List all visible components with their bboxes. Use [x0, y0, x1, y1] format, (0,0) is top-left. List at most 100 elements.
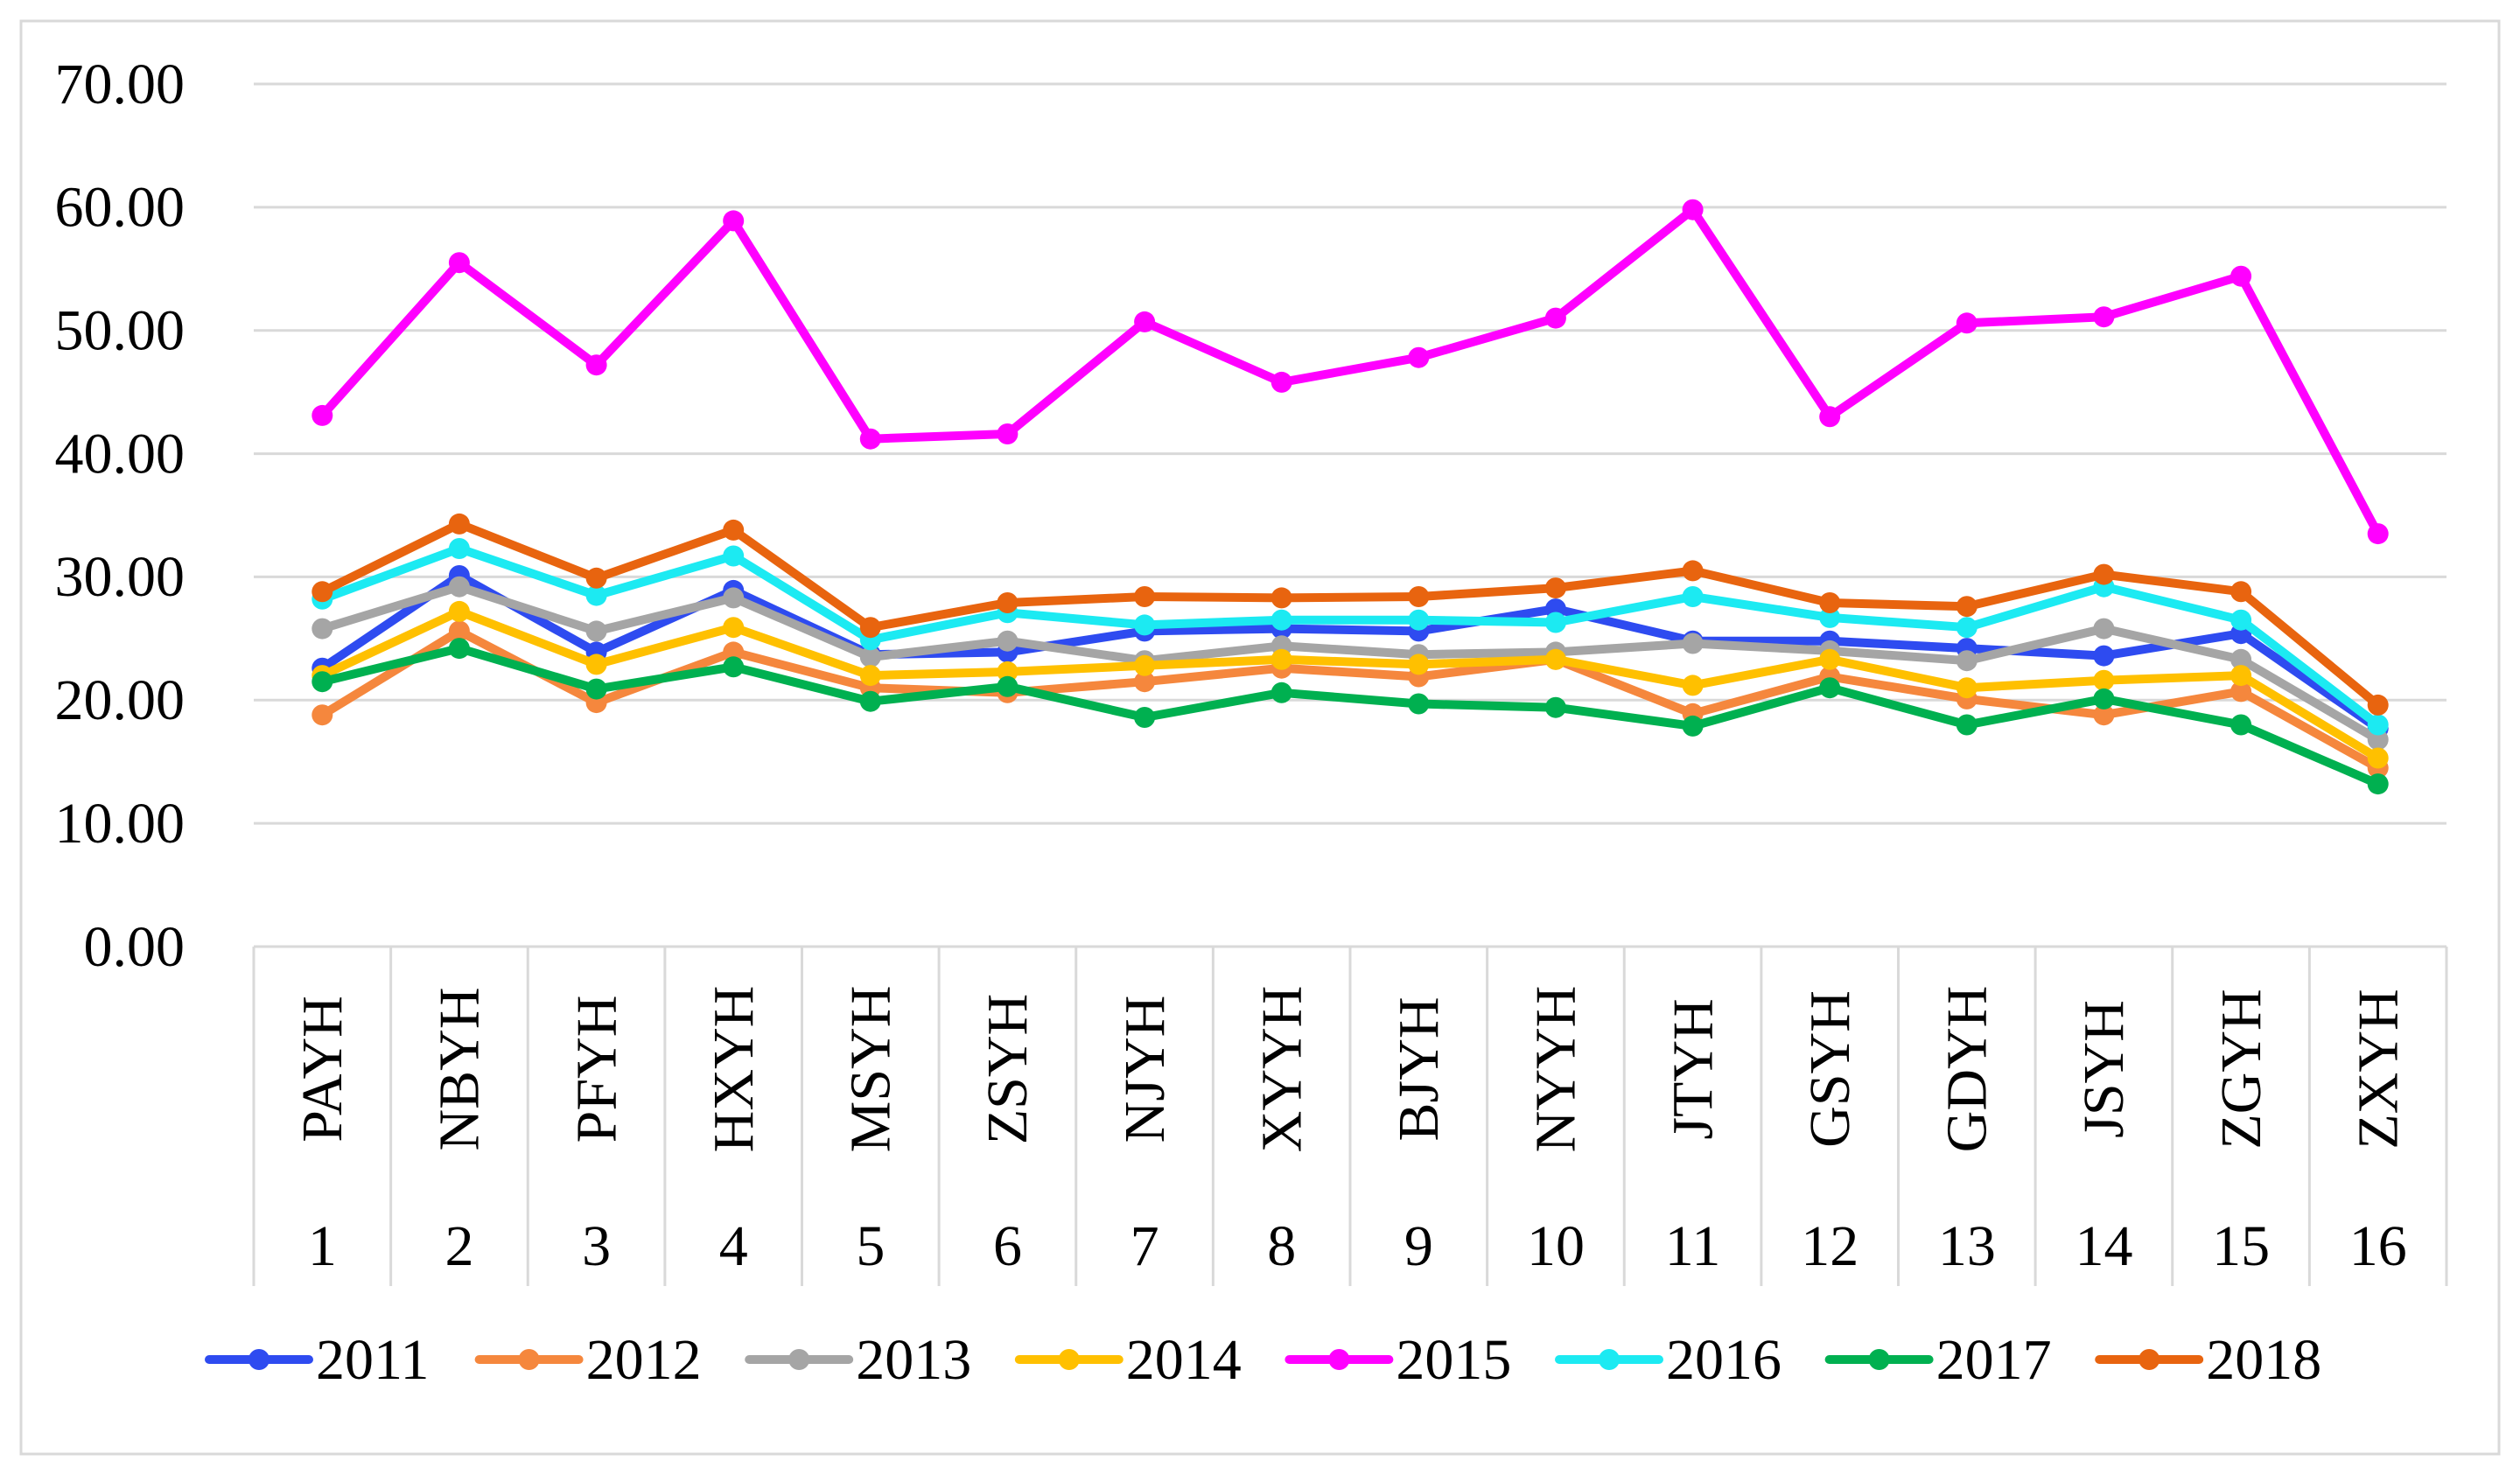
- data-point-2017-gsyh: [1819, 677, 1841, 699]
- category-label-gdyh: GDYH: [1936, 986, 1999, 1153]
- data-point-2015-nbyh: [448, 252, 470, 274]
- legend-item-2016: 2016: [1555, 1328, 1782, 1392]
- series-line-2015: [318, 205, 2383, 539]
- data-point-2017-njyh: [1134, 707, 1156, 728]
- data-point-2015-jtyh: [1682, 199, 1704, 220]
- legend-item-2011: 2011: [205, 1328, 430, 1392]
- category-number-5: 5: [856, 1214, 885, 1278]
- data-point-2013-nbyh: [448, 576, 470, 598]
- data-point-2018-gdyh: [1956, 596, 1978, 618]
- legend-label-2015: 2015: [1396, 1328, 1511, 1392]
- data-point-2012-njyh: [1134, 671, 1156, 693]
- data-point-2018-pfyh: [585, 567, 607, 589]
- legend-marker-2012: [518, 1349, 540, 1370]
- legend: 2011 2012 2013 2014 2015 2016 2017 2018: [205, 1328, 2321, 1392]
- category-label-nyyh: NYYH: [1524, 986, 1588, 1153]
- data-point-2011-jsyh: [2093, 645, 2115, 667]
- category-label-bjyh: BJYH: [1387, 996, 1451, 1141]
- y-tick-label-10-00: 10.00: [55, 792, 186, 856]
- series-2017: [312, 638, 2389, 795]
- data-point-2016-gsyh: [1819, 606, 1841, 628]
- data-point-2017-pfyh: [585, 678, 607, 700]
- series-2014: [312, 600, 2389, 769]
- data-point-2018-njyh: [1134, 586, 1156, 607]
- category-number-3: 3: [582, 1214, 611, 1278]
- data-point-2014-nyyh: [1544, 648, 1566, 670]
- data-point-2018-bjyh: [1408, 586, 1430, 607]
- data-point-2013-jtyh: [1682, 633, 1704, 654]
- data-point-2015-nyyh: [1544, 307, 1566, 329]
- legend-label-2014: 2014: [1126, 1328, 1242, 1392]
- legend-label-2018: 2018: [2206, 1328, 2321, 1392]
- data-point-2018-zsyh: [997, 592, 1018, 613]
- data-point-2018-xyyh: [1270, 587, 1292, 609]
- legend-marker-2016: [1599, 1349, 1620, 1370]
- category-label-payh: PAYH: [290, 996, 354, 1143]
- category-label-gsyh: GSYH: [1798, 990, 1862, 1148]
- data-point-2015-xyyh: [1270, 371, 1292, 393]
- category-number-1: 1: [308, 1214, 337, 1278]
- data-point-2018-nbyh: [448, 513, 470, 535]
- data-point-2014-jsyh: [2093, 669, 2115, 691]
- data-point-2018-zxyh: [2367, 694, 2389, 716]
- category-number-2: 2: [444, 1214, 473, 1278]
- data-point-2015-msyh: [859, 428, 881, 450]
- data-point-2017-msyh: [859, 690, 881, 712]
- legend-label-2017: 2017: [1936, 1328, 2052, 1392]
- data-point-2018-nyyh: [1544, 577, 1566, 599]
- legend-item-2012: 2012: [474, 1328, 702, 1392]
- category-number-9: 9: [1404, 1214, 1433, 1278]
- data-point-2016-njyh: [1134, 614, 1156, 636]
- category-label-pfyh: PFYH: [564, 996, 628, 1143]
- category-label-hxyh: HXYH: [702, 986, 766, 1153]
- data-point-2013-zxyh: [2367, 729, 2389, 751]
- data-point-2013-gdyh: [1956, 650, 1978, 672]
- category-number-14: 14: [2075, 1214, 2132, 1278]
- category-label-xyyh: XYYH: [1250, 986, 1313, 1153]
- data-point-2015-gsyh: [1819, 406, 1841, 428]
- data-point-2014-nbyh: [448, 600, 470, 622]
- data-point-2016-nyyh: [1544, 612, 1566, 633]
- legend-label-2016: 2016: [1666, 1328, 1782, 1392]
- category-number-7: 7: [1130, 1214, 1159, 1278]
- data-point-2016-jtyh: [1682, 586, 1704, 607]
- y-tick-label-70-00: 70.00: [55, 52, 186, 116]
- data-point-2014-pfyh: [585, 654, 607, 675]
- category-number-6: 6: [993, 1214, 1022, 1278]
- chart-border: [19, 19, 2501, 1456]
- data-point-2017-gdyh: [1956, 714, 1978, 736]
- data-point-2017-bjyh: [1408, 693, 1430, 715]
- category-number-15: 15: [2212, 1214, 2270, 1278]
- data-point-2018-jtyh: [1682, 560, 1704, 582]
- plot-series: [312, 199, 2389, 795]
- category-axis: PAYH 1 NBYH 2 PFYH 3 HXYH 4 MSYH 5 ZSYH 6 NJYH 7 XYYH 8…: [252, 947, 2448, 1286]
- data-point-2015-bjyh: [1408, 346, 1430, 368]
- series-line-2014: [318, 606, 2383, 763]
- category-number-11: 11: [1665, 1214, 1721, 1278]
- data-point-2018-gsyh: [1819, 592, 1841, 613]
- data-point-2012-hxyh: [723, 641, 745, 663]
- data-point-2014-gsyh: [1819, 648, 1841, 670]
- series-2018: [312, 513, 2389, 716]
- data-point-2015-zsyh: [997, 423, 1018, 444]
- category-label-zsyh: ZSYH: [976, 994, 1040, 1144]
- data-point-2014-zgyh: [2230, 665, 2252, 687]
- y-tick-label-60-00: 60.00: [55, 176, 186, 240]
- legend-item-2014: 2014: [1014, 1328, 1242, 1392]
- category-number-13: 13: [1938, 1214, 1996, 1278]
- data-point-2016-bjyh: [1408, 609, 1430, 631]
- data-point-2016-hxyh: [723, 545, 745, 567]
- legend-marker-2018: [2138, 1349, 2160, 1370]
- y-axis: 0.00 10.00 20.00 30.00 40.00 50.00 60.00 70.00: [55, 52, 186, 979]
- category-label-njyh: NJYH: [1113, 996, 1177, 1143]
- data-point-2017-payh: [312, 671, 333, 693]
- data-point-2018-hxyh: [723, 519, 745, 541]
- data-point-2014-msyh: [859, 665, 881, 687]
- data-point-2014-zsyh: [997, 661, 1018, 682]
- legend-item-2018: 2018: [2095, 1328, 2321, 1392]
- category-label-jsyh: JSYH: [2072, 1000, 2136, 1138]
- data-point-2018-msyh: [859, 617, 881, 639]
- data-point-2014-zxyh: [2367, 747, 2389, 769]
- data-point-2014-bjyh: [1408, 654, 1430, 675]
